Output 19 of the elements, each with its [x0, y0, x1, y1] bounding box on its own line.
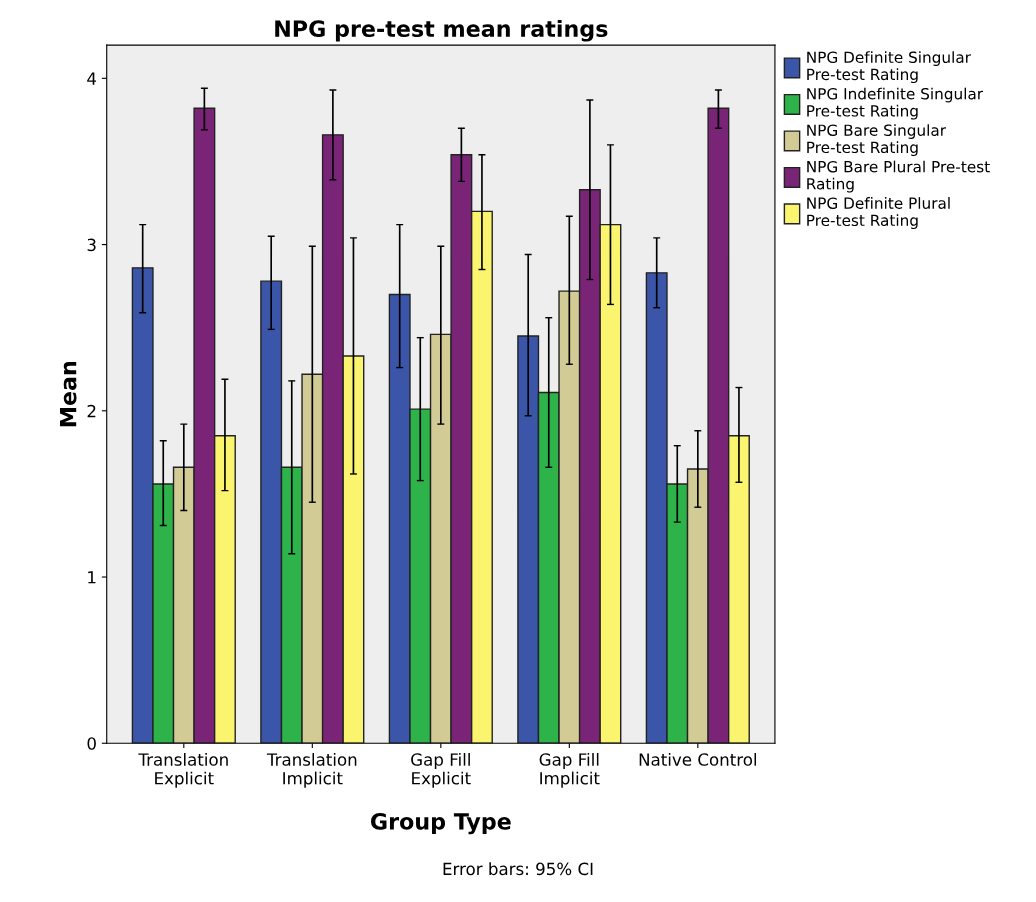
x-tick-label: Translation Explicit: [138, 752, 228, 788]
x-tick-label: Gap Fill Explicit: [411, 752, 471, 788]
y-axis-title: Mean: [60, 361, 77, 427]
legend-label: NPG Definite Singular Pre-test Rating: [807, 51, 971, 84]
x-axis-title: Group Type: [370, 812, 511, 835]
legend-label: NPG Indefinite Singular Pre-test Rating: [807, 87, 984, 120]
legend-label: NPG Bare Singular Pre-test Rating: [807, 124, 947, 157]
legend-label: NPG Bare Plural Pre-test Rating: [807, 160, 990, 193]
x-tick-label: Translation Implicit: [266, 752, 357, 788]
x-tick-label: Gap Fill Implicit: [539, 752, 600, 788]
text: Error bars: 95% CI: [443, 862, 593, 876]
y-tick-label: 0: [87, 737, 96, 750]
y-tick-label: 1: [88, 571, 96, 584]
legend-label: NPG Definite Plural Pre-test Rating: [807, 197, 950, 230]
chart-title: NPG pre-test mean ratings: [275, 19, 608, 42]
y-tick-label: 2: [87, 404, 96, 418]
x-tick-label: Native Control: [639, 752, 757, 766]
y-tick-label: 3: [87, 238, 96, 252]
y-tick-label: 4: [87, 72, 97, 85]
